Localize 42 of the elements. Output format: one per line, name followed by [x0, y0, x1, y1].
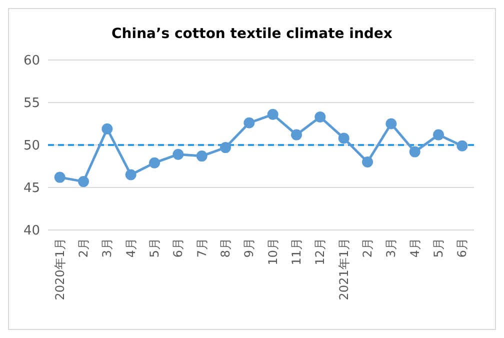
- x-tick-label: 3月: [384, 238, 398, 258]
- x-tick-label: 10月: [266, 238, 280, 266]
- point: [102, 123, 113, 134]
- point: [291, 129, 302, 140]
- point: [125, 169, 136, 180]
- x-tick-label: 3月: [100, 238, 114, 258]
- x-tick-label: 6月: [171, 238, 186, 258]
- point: [78, 176, 89, 188]
- point: [149, 157, 160, 168]
- point: [172, 148, 184, 160]
- point: [409, 146, 420, 158]
- x-tick-label: 9月: [242, 238, 256, 258]
- y-tick-label: 50: [23, 138, 40, 154]
- y-tick-label: 55: [23, 96, 40, 112]
- x-tick-label: 4月: [124, 238, 138, 258]
- point: [267, 108, 278, 120]
- x-tick-label: 5月: [432, 238, 446, 258]
- x-tick-label: 5月: [148, 238, 162, 258]
- point: [220, 142, 231, 154]
- x-tick-label: 2021年1月: [336, 238, 351, 300]
- x-tick-label: 11月: [290, 238, 304, 266]
- point: [196, 150, 208, 162]
- point: [244, 117, 255, 128]
- x-tick-label: 7月: [194, 238, 209, 258]
- point: [338, 132, 350, 144]
- point: [386, 118, 397, 130]
- point: [362, 156, 373, 168]
- point: [433, 129, 444, 140]
- y-tick-label: 60: [23, 54, 40, 69]
- point: [314, 111, 326, 122]
- chart-title: China’s cotton textile climate index: [112, 26, 392, 42]
- x-tick-label: 4月: [408, 238, 422, 258]
- x-tick-label: 2月: [76, 238, 90, 258]
- point: [54, 172, 66, 183]
- x-tick-label: 12月: [313, 238, 328, 266]
- y-tick-label: 45: [23, 181, 40, 196]
- point: [456, 140, 468, 152]
- x-tick-label: 8月: [218, 238, 232, 258]
- x-tick-label: 2月: [360, 238, 374, 258]
- y-tick-label: 40: [23, 224, 40, 239]
- x-tick-label: 6月: [455, 238, 470, 258]
- x-tick-label: 2020年1月: [52, 238, 67, 300]
